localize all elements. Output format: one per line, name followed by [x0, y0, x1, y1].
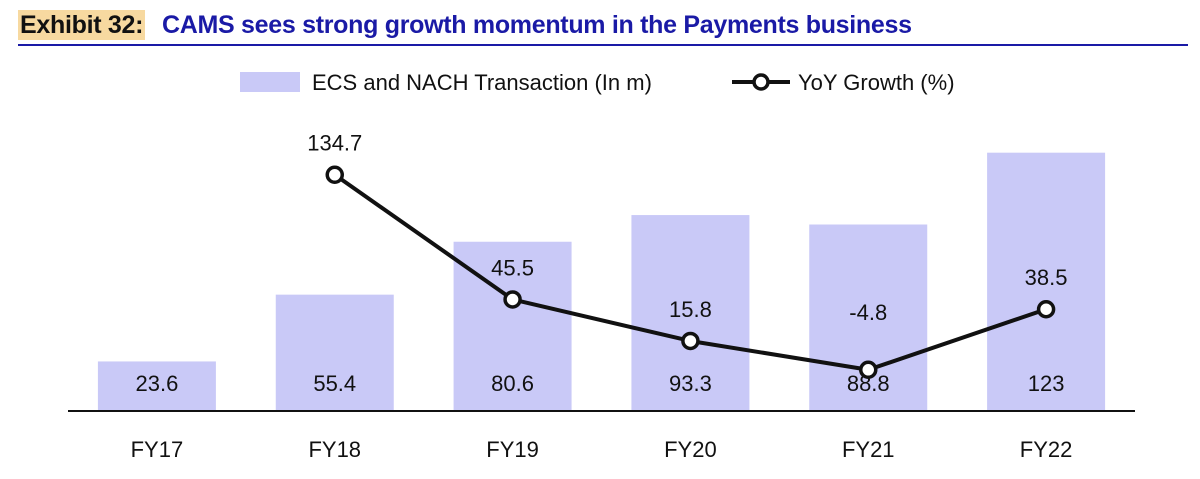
legend-bar-label: ECS and NACH Transaction (In m) — [312, 70, 652, 95]
legend-line-marker — [752, 73, 770, 91]
bar-fy22 — [987, 152, 1106, 411]
x-tick-label: FY18 — [308, 437, 361, 462]
bar-value-labels: 23.6 55.4 80.6 93.3 88.8 123 — [136, 371, 1065, 396]
x-tick-label: FY20 — [664, 437, 717, 462]
bar-value-label: 23.6 — [136, 371, 179, 396]
yoy-value-label: -4.8 — [849, 300, 887, 325]
yoy-value-label: 38.5 — [1025, 265, 1068, 290]
legend: ECS and NACH Transaction (In m) YoY Grow… — [240, 70, 955, 95]
line-value-labels: 134.7 45.5 15.8 -4.8 38.5 — [307, 131, 1067, 325]
yoy-value-label: 134.7 — [307, 131, 362, 156]
bar-value-label: 55.4 — [313, 371, 356, 396]
yoy-point-fy22 — [1036, 299, 1056, 319]
x-tick-label: FY19 — [486, 437, 539, 462]
bar-fy17 — [97, 361, 216, 411]
exhibit-title: CAMS sees strong growth momentum in the … — [162, 11, 912, 39]
yoy-point-fy20 — [681, 331, 700, 351]
line-series — [325, 165, 1056, 380]
yoy-point-fy18 — [325, 165, 344, 184]
yoy-point-fy21 — [859, 360, 878, 380]
bar-fy21 — [809, 224, 928, 411]
exhibit-header: Exhibit 32: CAMS sees strong growth mome… — [18, 6, 1188, 46]
legend-line-label: YoY Growth (%) — [798, 70, 955, 95]
exhibit-number: Exhibit 32: — [18, 10, 146, 40]
yoy-value-label: 45.5 — [491, 255, 534, 280]
bar-fy18 — [275, 294, 394, 411]
x-tick-label: FY17 — [131, 437, 184, 462]
bar-fy20 — [631, 215, 750, 411]
x-tick-label: FY22 — [1020, 437, 1073, 462]
bar-series — [97, 152, 1106, 411]
yoy-point-fy19 — [503, 290, 522, 309]
bar-value-label: 80.6 — [491, 371, 534, 396]
legend-bar-swatch — [240, 72, 300, 92]
yoy-value-label: 15.8 — [669, 297, 712, 322]
bar-value-label: 93.3 — [669, 371, 712, 396]
x-axis-tick-labels: FY17 FY18 FY19 FY20 FY21 FY22 — [131, 437, 1073, 462]
bar-value-label: 123 — [1028, 371, 1065, 396]
x-tick-label: FY21 — [842, 437, 895, 462]
